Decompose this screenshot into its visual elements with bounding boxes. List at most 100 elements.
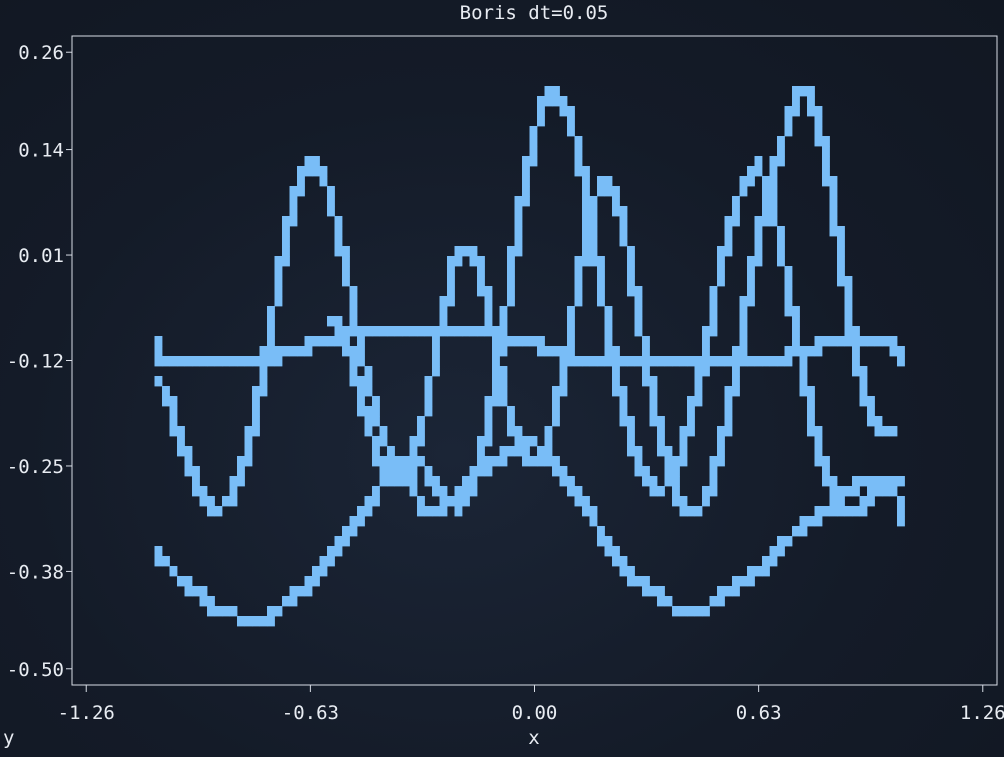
- data-point: [552, 456, 560, 467]
- data-point: [829, 176, 838, 187]
- data-point: [589, 356, 598, 367]
- data-point: [289, 196, 298, 207]
- data-point: [244, 616, 253, 627]
- data-point: [769, 176, 778, 187]
- data-point: [184, 356, 193, 367]
- data-point: [162, 386, 170, 397]
- data-point: [507, 246, 515, 257]
- data-point: [612, 186, 620, 197]
- y-tick-label: 0.26: [18, 42, 64, 64]
- data-point: [717, 356, 725, 367]
- data-point: [814, 456, 823, 467]
- data-point: [867, 476, 875, 487]
- data-point: [499, 326, 508, 337]
- data-point: [522, 456, 530, 467]
- data-point: [582, 236, 590, 247]
- data-point: [874, 476, 883, 487]
- x-axis-label: x: [528, 727, 539, 749]
- data-point: [304, 166, 313, 177]
- data-point: [417, 496, 425, 507]
- data-point: [627, 436, 635, 447]
- data-point: [867, 496, 875, 507]
- data-point: [732, 196, 740, 207]
- data-point: [604, 326, 613, 337]
- data-point: [717, 266, 725, 277]
- data-point: [724, 246, 733, 257]
- data-point: [724, 396, 733, 407]
- data-point: [844, 336, 853, 347]
- data-point: [754, 226, 763, 237]
- data-point: [492, 336, 500, 347]
- data-point: [814, 136, 823, 147]
- data-point: [567, 336, 575, 347]
- data-point: [604, 336, 613, 347]
- data-point: [837, 266, 845, 277]
- y-tick-label: -0.50: [7, 659, 64, 681]
- data-point: [889, 476, 898, 487]
- data-point: [604, 536, 613, 547]
- data-point: [169, 356, 178, 367]
- data-point: [454, 246, 463, 257]
- data-point: [349, 516, 358, 527]
- data-point: [454, 506, 463, 517]
- data-point: [192, 476, 200, 487]
- data-point: [657, 486, 665, 497]
- data-point: [694, 506, 703, 517]
- data-point: [717, 436, 725, 447]
- data-point: [544, 456, 553, 467]
- data-point: [432, 486, 440, 497]
- data-point: [514, 246, 523, 257]
- data-point: [462, 486, 470, 497]
- data-point: [612, 546, 620, 557]
- data-point: [154, 546, 163, 557]
- data-point: [724, 236, 733, 247]
- data-point: [477, 466, 485, 477]
- data-point: [792, 326, 800, 337]
- data-point: [312, 576, 320, 587]
- data-point: [327, 546, 335, 557]
- data-point: [522, 156, 530, 167]
- data-point: [372, 326, 380, 337]
- data-point: [559, 346, 568, 357]
- data-point: [612, 376, 620, 387]
- data-point: [192, 486, 200, 497]
- data-point: [259, 356, 268, 367]
- data-point: [492, 366, 500, 377]
- data-point: [574, 266, 583, 277]
- data-point: [507, 256, 515, 267]
- data-point: [799, 526, 808, 537]
- data-point: [664, 596, 673, 607]
- data-point: [364, 326, 373, 337]
- data-point: [627, 276, 635, 287]
- data-point: [889, 426, 898, 437]
- data-point: [709, 296, 718, 307]
- data-point: [477, 446, 485, 457]
- data-point: [364, 366, 373, 377]
- data-point: [439, 496, 448, 507]
- data-point: [762, 216, 770, 227]
- data-point: [679, 446, 688, 457]
- data-point: [694, 386, 703, 397]
- data-point: [334, 316, 343, 327]
- data-point: [327, 206, 335, 217]
- data-point: [432, 506, 440, 517]
- data-point: [289, 216, 298, 227]
- data-point: [702, 606, 710, 617]
- data-point: [552, 96, 560, 107]
- data-point: [514, 206, 523, 217]
- data-point: [567, 106, 575, 117]
- data-point: [304, 576, 313, 587]
- data-point: [379, 426, 388, 437]
- data-point: [799, 356, 808, 367]
- data-point: [237, 456, 245, 467]
- data-point: [289, 596, 298, 607]
- data-point: [222, 496, 230, 507]
- data-point: [582, 196, 590, 207]
- data-point: [634, 446, 643, 457]
- data-point: [282, 236, 290, 247]
- data-point: [747, 286, 755, 297]
- data-point: [889, 336, 898, 347]
- data-point: [372, 436, 380, 447]
- data-point: [522, 196, 530, 207]
